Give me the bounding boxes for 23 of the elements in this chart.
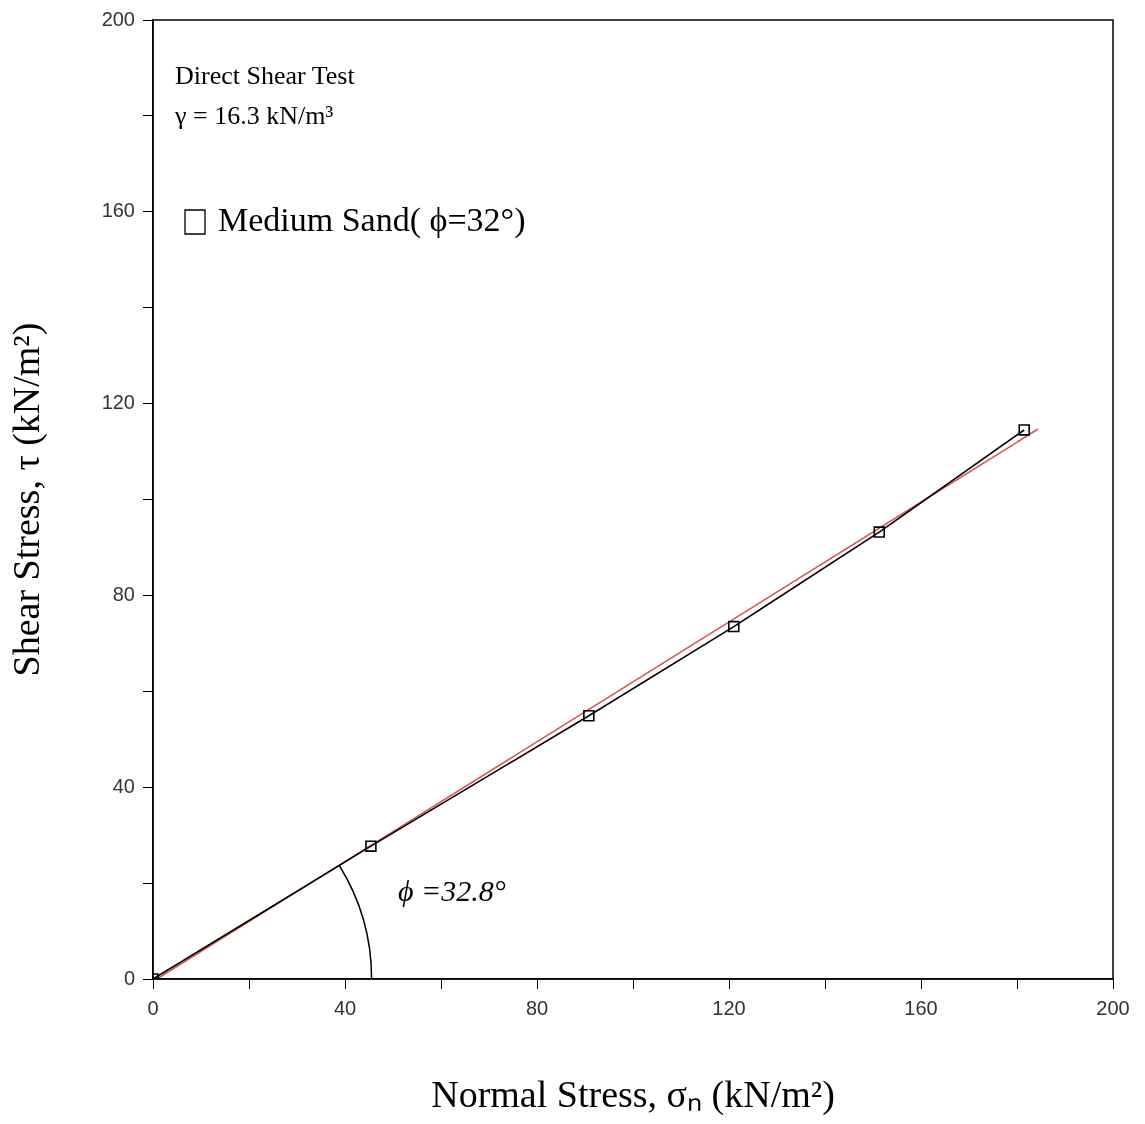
point bbox=[873, 526, 885, 538]
y-tick-label: 40 bbox=[112, 774, 135, 797]
x-tick-label: 0 bbox=[147, 996, 159, 1019]
y-tick-label: 0 bbox=[123, 966, 135, 989]
annotation: ϕ =32.8° bbox=[398, 873, 506, 907]
y-tick-label: 200 bbox=[101, 7, 135, 30]
annotation: Direct Shear Test bbox=[175, 60, 356, 90]
x-tick-label: 40 bbox=[333, 996, 357, 1019]
x-axis-title: Normal Stress, σₙ (kN/m²) bbox=[431, 1073, 835, 1117]
annotation: γ = 16.3 kN/m³ bbox=[174, 100, 334, 130]
x-tick-label: 120 bbox=[712, 996, 746, 1019]
legend-label: Medium Sand( ϕ=32°) bbox=[218, 200, 526, 239]
point bbox=[365, 840, 377, 852]
point bbox=[728, 620, 740, 633]
y-tick-label: 120 bbox=[101, 391, 135, 414]
y-tick-label: 160 bbox=[101, 199, 135, 222]
x-tick-label: 80 bbox=[525, 996, 549, 1019]
x-tick-label: 200 bbox=[1096, 996, 1130, 1019]
point bbox=[583, 710, 595, 722]
y-axis-title: Shear Stress, τ (kN/m²) bbox=[4, 322, 48, 677]
x-tick-label: 160 bbox=[904, 996, 938, 1019]
point bbox=[1018, 424, 1030, 436]
y-tick-label: 80 bbox=[112, 582, 135, 605]
